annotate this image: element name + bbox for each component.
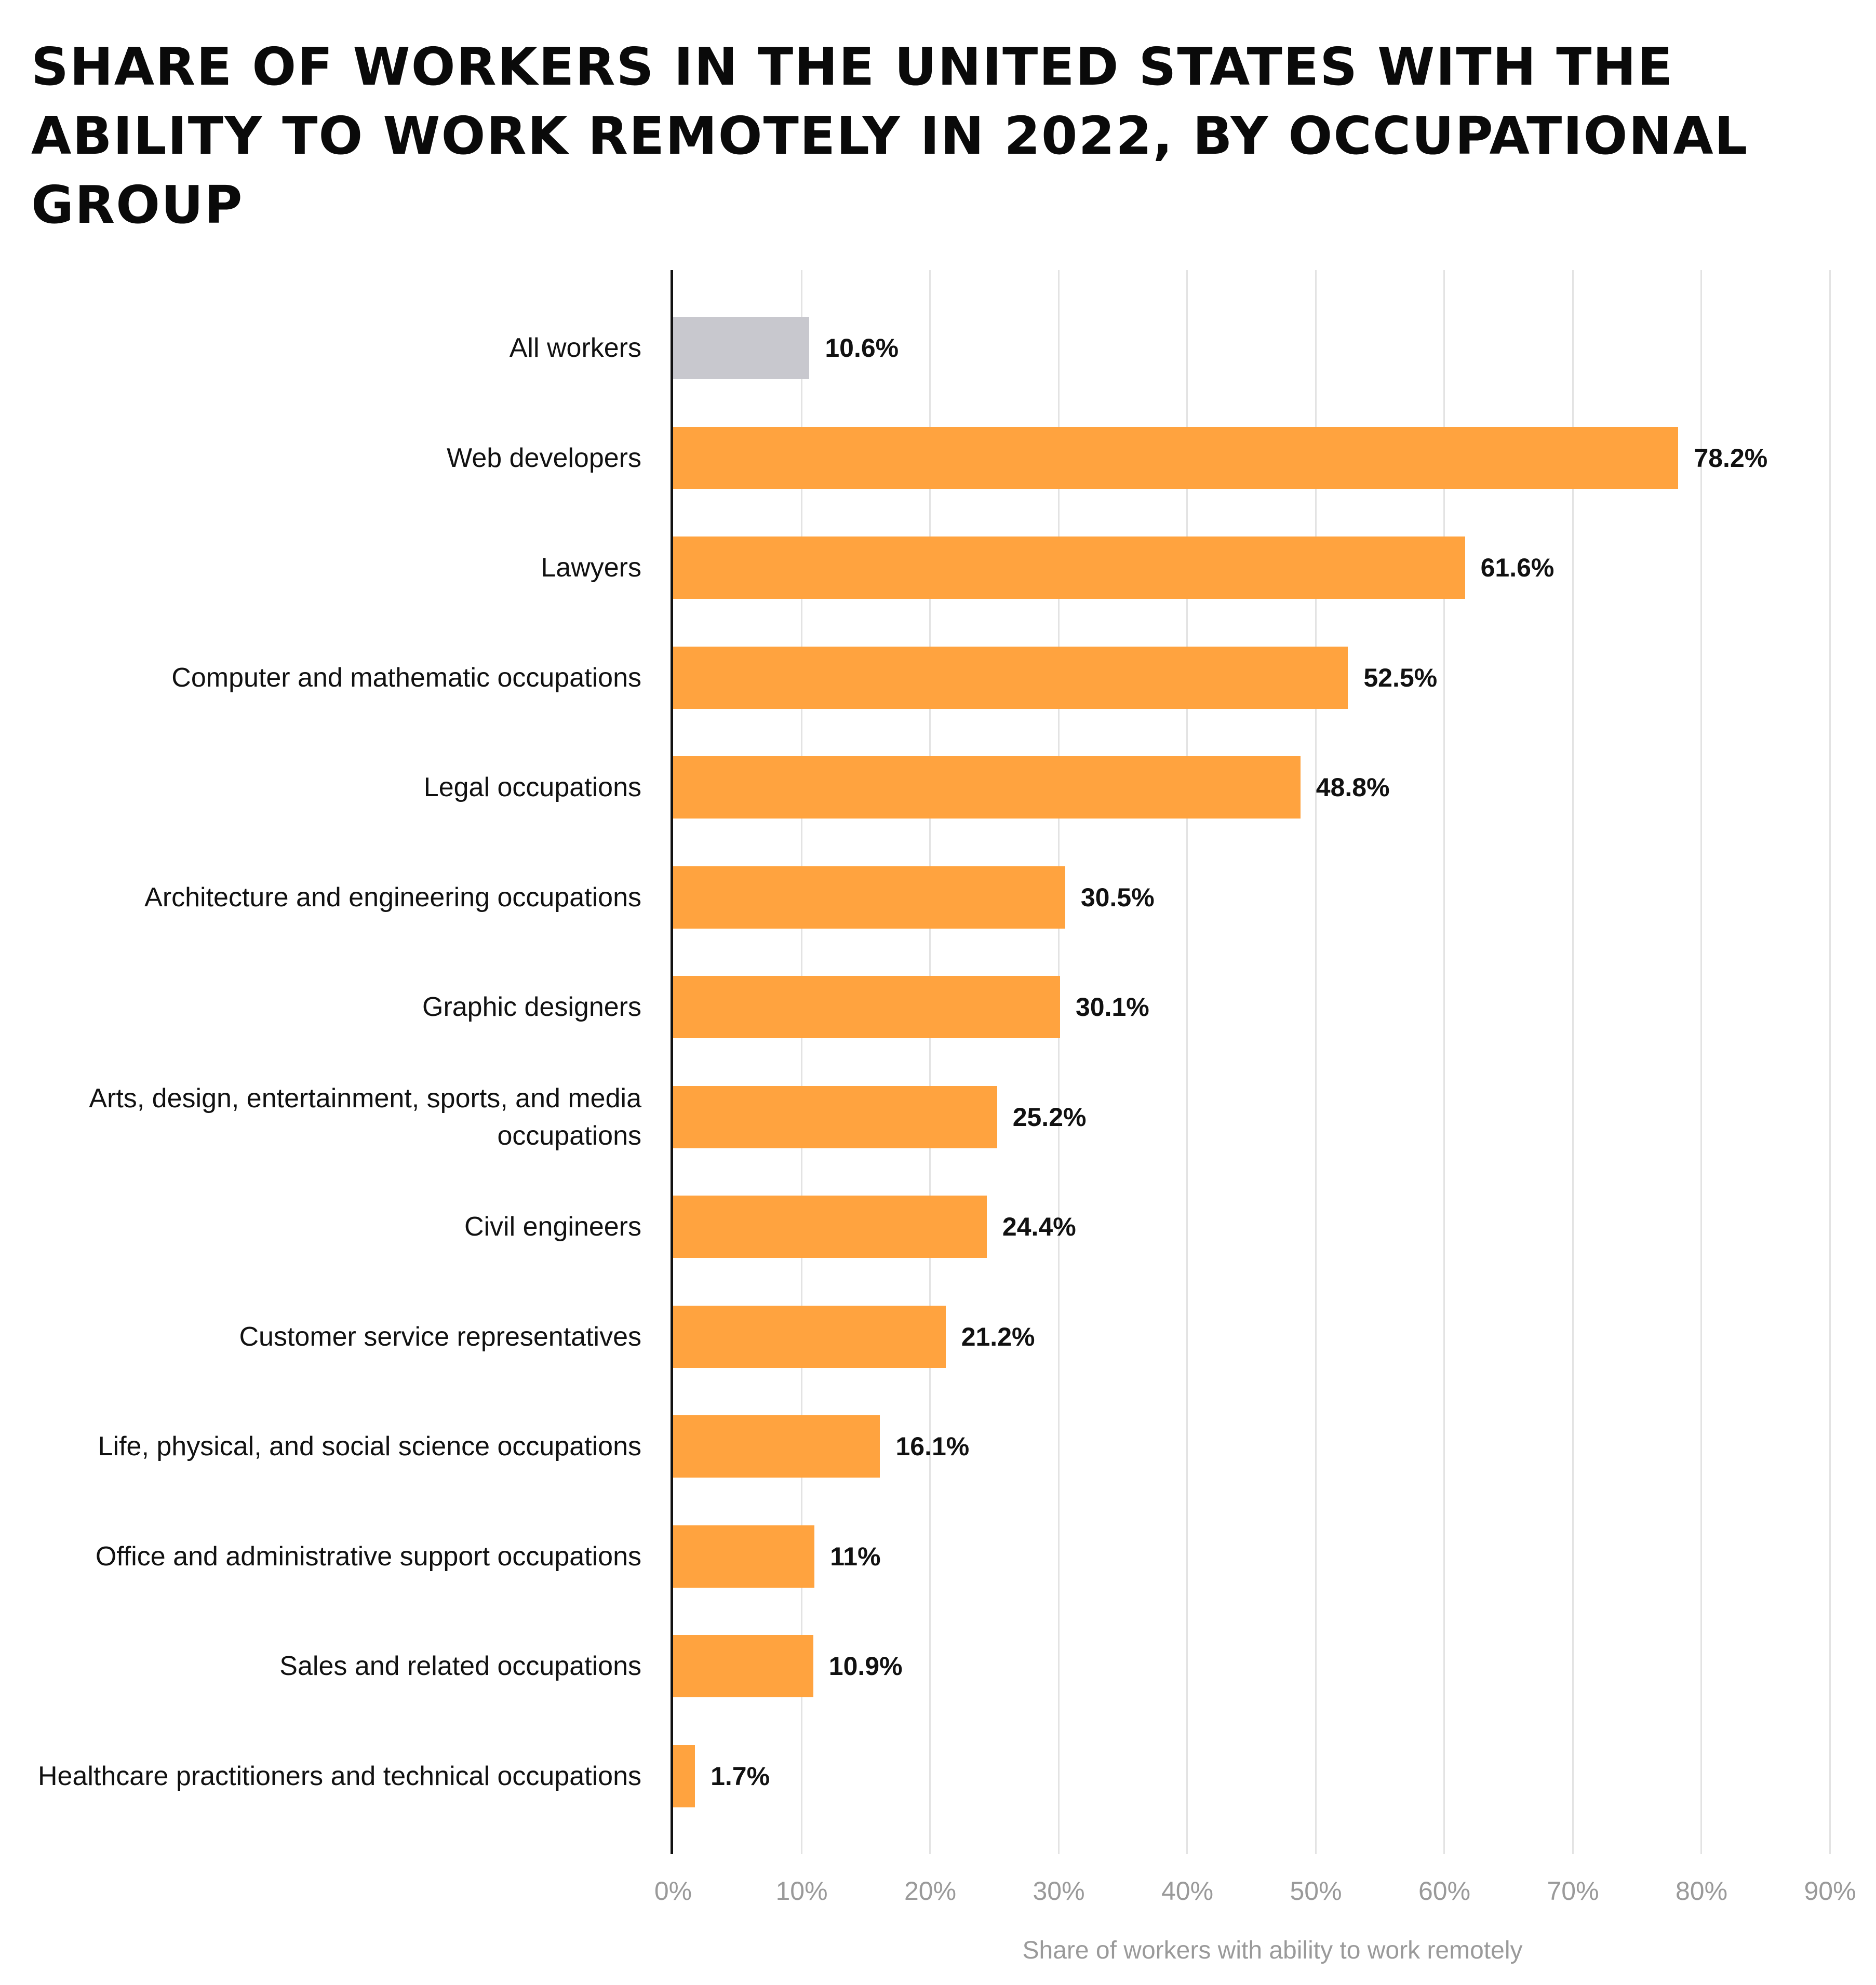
gridline [1443,270,1445,1854]
bar [673,1085,997,1148]
bar [673,1196,987,1258]
bar-row: Arts, design, entertainment, sports, and… [0,1062,1876,1172]
gridline [1315,270,1317,1854]
value-label: 11% [830,1541,881,1571]
category-label: Civil engineers [464,1212,641,1242]
gridline [929,270,931,1854]
x-tick-label: 30% [1033,1876,1085,1906]
value-label: 48.8% [1316,773,1390,802]
bar [673,1305,946,1368]
bar [673,866,1065,929]
value-label: 78.2% [1694,443,1768,473]
bar-row: Healthcare practitioners and technical o… [0,1721,1876,1831]
bar-row: Architecture and engineering occupations… [0,842,1876,953]
value-label: 30.1% [1075,992,1149,1022]
category-label: Lawyers [541,553,641,583]
bar [673,426,1679,489]
chart-title: SHARE OF WORKERS IN THE UNITED STATES WI… [31,36,1749,235]
x-tick-label: 10% [775,1876,828,1906]
bar [673,756,1301,819]
category-label: Healthcare practitioners and technical o… [37,1761,641,1791]
value-label: 21.2% [961,1322,1035,1351]
category-label: Arts, design, entertainment, sports, and… [89,1083,641,1151]
x-tick-label: 90% [1804,1876,1856,1906]
gridline [1186,270,1188,1854]
bar-row: Lawyers 61.6% [0,513,1876,623]
category-label: Architecture and engineering occupations [144,882,641,913]
baseline-bar [673,317,810,379]
gridline [1057,270,1060,1854]
value-label: 52.5% [1363,663,1438,692]
value-label: 61.6% [1480,553,1555,582]
x-tick-label: 0% [654,1876,692,1906]
bar [673,1635,813,1697]
bar [673,537,1465,599]
x-tick-label: 60% [1418,1876,1471,1906]
bar-row: Graphic designers 30.1% [0,952,1876,1062]
value-label: 25.2% [1012,1102,1087,1132]
bar-row: Life, physical, and social science occup… [0,1391,1876,1501]
value-label: 16.1% [895,1432,970,1461]
bar [673,646,1348,709]
value-label: 10.6% [825,333,899,363]
x-tick-label: 70% [1547,1876,1599,1906]
bar-row: Web developers 78.2% [0,403,1876,513]
category-label: Customer service representatives [239,1321,641,1352]
x-tick-label: 40% [1161,1876,1214,1906]
bar-row: Sales and related occupations 10.9% [0,1611,1876,1721]
value-label: 10.9% [828,1652,903,1681]
y-axis-line [671,270,673,1854]
x-tick-label: 20% [904,1876,957,1906]
bar-row: Computer and mathematic occupations 52.5% [0,623,1876,733]
gridline [800,270,802,1854]
bar [673,1745,695,1807]
category-label: All workers [509,333,641,363]
bar [673,1525,815,1588]
category-label: Sales and related occupations [279,1651,641,1681]
bar-row: Customer service representatives 21.2% [0,1282,1876,1392]
x-axis-title: Share of workers with ability to work re… [1022,1937,1523,1964]
x-tick-label: 80% [1675,1876,1728,1906]
category-label: Legal occupations [423,772,641,802]
gridline [1700,270,1702,1854]
bar-row: Legal occupations 48.8% [0,732,1876,842]
value-label: 30.5% [1080,882,1155,912]
bar [673,1415,880,1478]
x-tick-label: 50% [1290,1876,1342,1906]
bar [673,976,1060,1038]
category-label: Office and administrative support occupa… [95,1541,641,1572]
value-label: 24.4% [1002,1212,1076,1241]
bar-row: All workers 10.6% [0,293,1876,403]
category-label: Life, physical, and social science occup… [98,1431,641,1461]
category-label: Computer and mathematic occupations [171,662,641,693]
category-label: Web developers [447,442,641,473]
value-label: 1.7% [711,1761,770,1791]
bar-row: Civil engineers 24.4% [0,1172,1876,1282]
plot-area [673,270,1862,1854]
gridline [1829,270,1831,1854]
bar-row: Office and administrative support occupa… [0,1501,1876,1612]
gridline [1572,270,1574,1854]
category-label: Graphic designers [422,992,641,1022]
